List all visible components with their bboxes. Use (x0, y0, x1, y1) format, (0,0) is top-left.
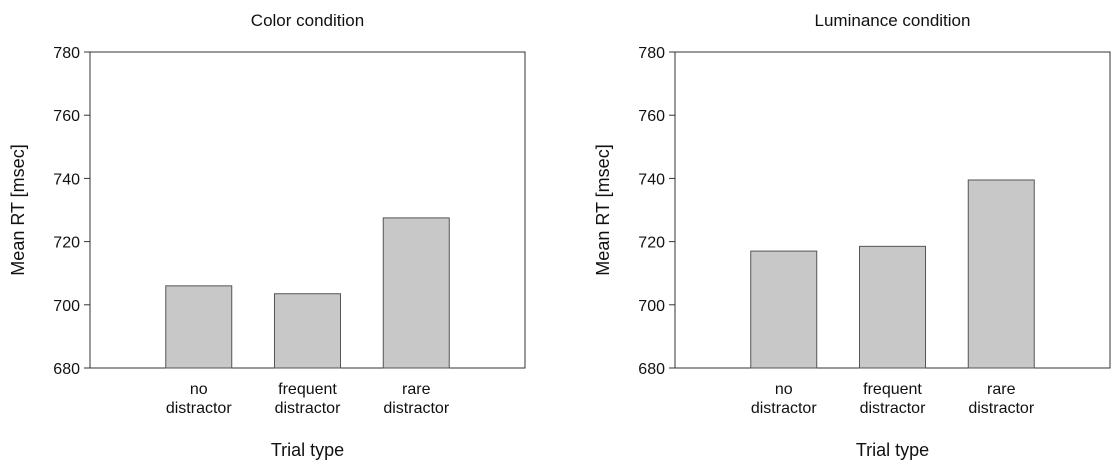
y-tick-label-700: 700 (638, 298, 665, 315)
x-tick-label-line: distractor (751, 400, 817, 417)
y-tick-label-780: 780 (53, 45, 80, 62)
y-tick-label-680: 680 (53, 361, 80, 378)
x-tick-label-line: distractor (968, 400, 1034, 417)
bar-2 (382, 217, 450, 369)
x-tick-label-line: no (190, 381, 208, 398)
x-tick-label-line: no (775, 381, 793, 398)
bar-0 (750, 250, 818, 369)
y-tick-label-680: 680 (638, 361, 665, 378)
y-tick-label-740: 740 (53, 171, 80, 188)
chart-title: Color condition (251, 11, 364, 30)
x-tick-label-0: no distractor (166, 381, 232, 417)
bar-1 (274, 293, 341, 369)
y-tick-label-720: 720 (638, 235, 665, 252)
x-tick-label-line: frequent (863, 381, 922, 398)
luminance-condition-chart-svg: Luminance condition 680 700 720 740 760 780 Mea… (593, 11, 1111, 460)
x-tick-label-line: distractor (275, 400, 341, 417)
y-tick-label-720: 720 (53, 235, 80, 252)
y-tick-label-760: 760 (638, 108, 665, 125)
y-axis-label: Mean RT [msec] (593, 144, 613, 275)
x-tick-label-2: rare distractor (968, 381, 1034, 417)
x-tick-label-line: distractor (166, 400, 232, 417)
color-condition-chart-svg: Color condition 680 700 720 740 760 780 Mean RT… (8, 11, 526, 460)
y-tick-label-780: 780 (638, 45, 665, 62)
y-tick-label-740: 740 (638, 171, 665, 188)
x-tick-label-0: no distractor (751, 381, 817, 417)
x-tick-label-2: rare distractor (383, 381, 449, 417)
y-tick-label-760: 760 (53, 108, 80, 125)
x-tick-label-line: rare (987, 381, 1016, 398)
chart-title: Luminance condition (815, 11, 971, 30)
bar-1 (859, 245, 926, 369)
x-tick-label-1: frequent distractor (860, 381, 926, 417)
x-tick-label-line: frequent (278, 381, 337, 398)
y-axis-label: Mean RT [msec] (8, 144, 28, 275)
x-axis-label: Trial type (271, 440, 344, 460)
x-tick-label-line: distractor (860, 400, 926, 417)
color-condition-chart: Color condition 680 700 720 740 760 780 Mean RT… (0, 0, 534, 468)
luminance-condition-chart: Luminance condition 680 700 720 740 760 780 Mea… (585, 0, 1119, 468)
bar-2 (967, 179, 1035, 369)
x-tick-label-1: frequent distractor (275, 381, 341, 417)
x-tick-label-line: distractor (383, 400, 449, 417)
x-tick-label-line: rare (402, 381, 431, 398)
x-axis-label: Trial type (856, 440, 929, 460)
bar-0 (165, 285, 233, 369)
y-tick-label-700: 700 (53, 298, 80, 315)
